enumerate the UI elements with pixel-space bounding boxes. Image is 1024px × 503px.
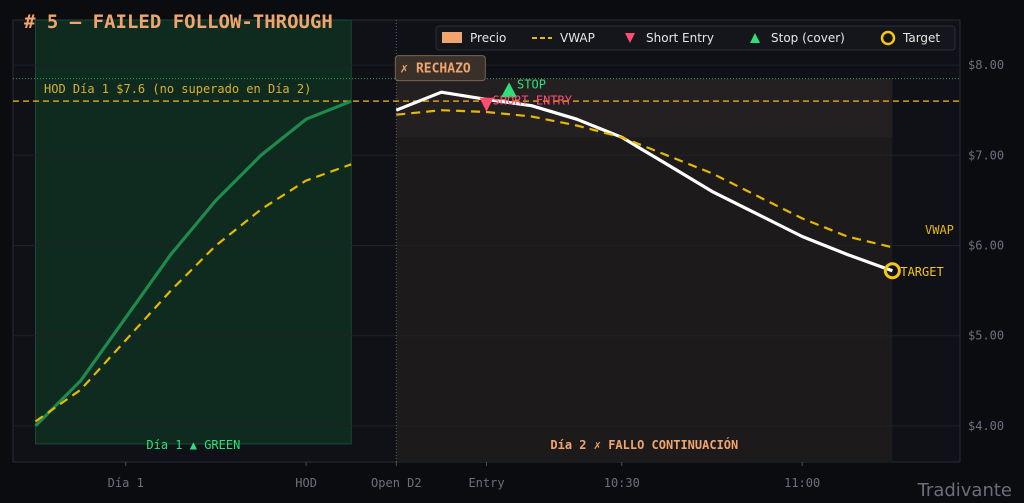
vwap-line-day1	[34, 163, 352, 423]
y-tick-label: $7.00	[968, 148, 1004, 162]
day2-highlight	[396, 78, 893, 138]
y-tick-label: $8.00	[968, 58, 1004, 72]
day1-label: Día 1 ▲ GREEN	[146, 438, 240, 452]
stop-annotation: STOP	[517, 77, 546, 91]
vwap-line-day2	[396, 109, 893, 249]
price-line-day1	[34, 99, 352, 428]
price-line-day2	[395, 90, 893, 273]
x-tick-label: 11:00	[784, 476, 820, 490]
chart-title: # 5 — FAILED FOLLOW-THROUGH	[24, 11, 333, 33]
day2-region	[396, 78, 893, 462]
legend-label-target: Target	[902, 31, 940, 45]
x-tick-label: Día 1	[108, 476, 144, 490]
legend-stop-swatch	[750, 33, 760, 43]
legend-label-price: Precio	[470, 31, 506, 45]
day2-label: Día 2 ✗ FALLO CONTINUACIÓN	[550, 437, 738, 452]
legend-box	[435, 25, 956, 51]
legend-price-swatch	[442, 32, 462, 43]
day1-region	[35, 19, 352, 445]
legend-label-short_entry: Short Entry	[646, 31, 714, 45]
x-tick-label: Open D2	[371, 476, 422, 490]
short-entry-annotation: SHORT ENTRY	[493, 94, 573, 108]
legend-target-swatch	[880, 30, 896, 46]
stop-marker	[501, 82, 518, 98]
hod-annotation: HOD Día 1 $7.6 (no superado en Día 2)	[44, 82, 311, 96]
x-tick-label: HOD	[295, 476, 317, 490]
rechazo-box	[394, 55, 486, 82]
rechazo-annotation: ✗ RECHAZO	[400, 62, 471, 77]
legend-short-entry-swatch	[625, 33, 635, 43]
y-tick-label: $6.00	[968, 239, 1004, 253]
watermark: Tradivante	[917, 480, 1012, 501]
legend-label-stop: Stop (cover)	[771, 31, 845, 45]
y-tick-label: $4.00	[968, 419, 1004, 433]
target-annotation: TARGET	[900, 265, 943, 279]
target-marker	[883, 262, 901, 280]
vwap-annotation: VWAP	[925, 223, 954, 237]
x-tick-label: Entry	[468, 476, 504, 490]
y-tick-label: $5.00	[968, 329, 1004, 343]
legend-label-vwap: VWAP	[560, 31, 595, 45]
short-entry-marker	[479, 97, 494, 112]
x-tick-label: 10:30	[604, 476, 640, 490]
